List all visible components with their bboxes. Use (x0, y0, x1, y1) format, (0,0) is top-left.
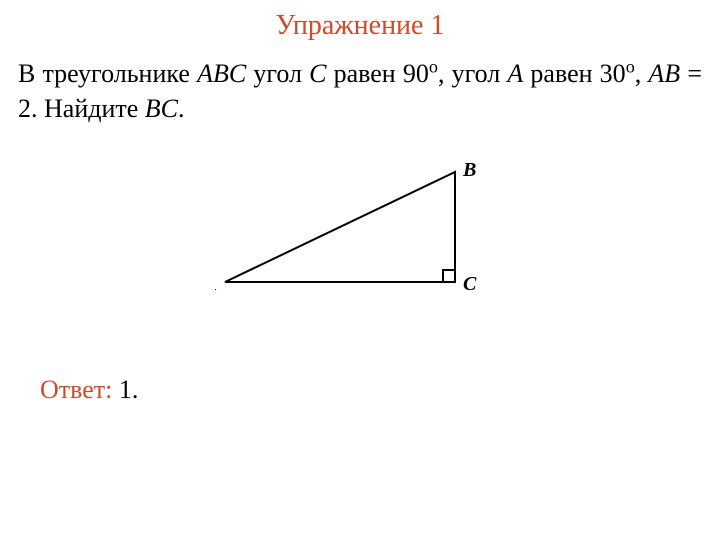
text: , (635, 59, 649, 88)
svg-text:C: C (463, 273, 477, 295)
triangle-figure: A B C (18, 162, 702, 317)
problem-text: В треугольнике ABC угол C равен 90о, уго… (18, 56, 702, 126)
degree: о (429, 56, 438, 76)
text: В треугольнике (18, 59, 197, 88)
text: . (178, 94, 185, 123)
triangle-svg: A B C (215, 162, 505, 312)
text: угол (246, 59, 309, 88)
side-ab: AB (648, 59, 680, 88)
text: , угол (438, 59, 507, 88)
svg-text:B: B (462, 162, 476, 181)
text: равен 90 (326, 59, 428, 88)
answer-line: Ответ: 1. (40, 375, 702, 405)
angle-a: A (507, 59, 523, 88)
angle-c: C (309, 59, 326, 88)
triangle-name: ABC (197, 59, 246, 88)
side-bc: BC (145, 94, 178, 123)
text: равен 30 (523, 59, 625, 88)
answer-label: Ответ: (40, 375, 119, 404)
svg-text:A: A (215, 273, 217, 295)
answer-value: 1. (119, 375, 139, 404)
exercise-title: Упражнение 1 (18, 10, 702, 42)
degree: о (626, 56, 635, 76)
